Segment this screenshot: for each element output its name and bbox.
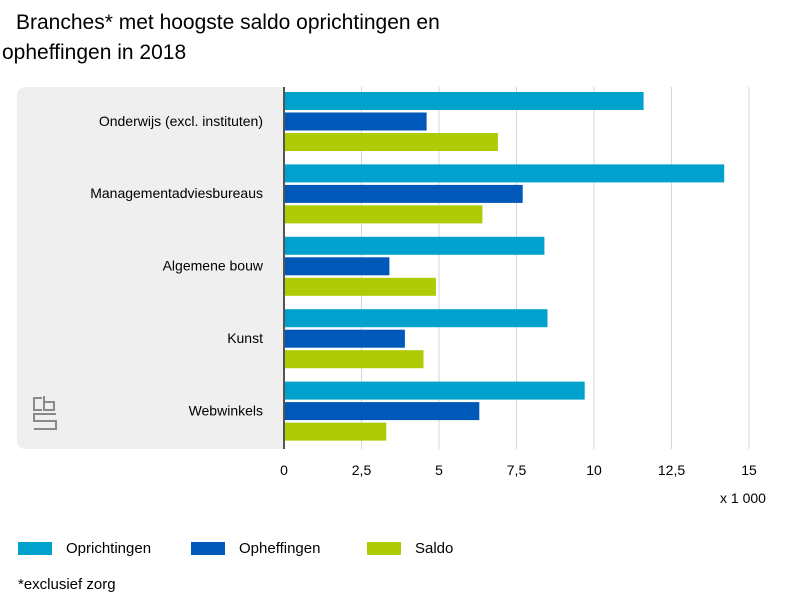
x-tick-label: 10 xyxy=(586,462,602,478)
chart-title: Branches* met hoogste saldo oprichtingen… xyxy=(2,8,562,68)
cbs-logo xyxy=(33,396,57,430)
x-tick-label: 7,5 xyxy=(507,462,527,478)
legend: Oprichtingen Opheffingen Saldo xyxy=(18,540,453,557)
category-label: Kunst xyxy=(227,330,263,346)
bar-saldo-0 xyxy=(284,133,498,151)
bar-opheffingen-4 xyxy=(284,402,480,421)
x-tick-label: 2,5 xyxy=(352,462,372,478)
bar-saldo-4 xyxy=(284,422,387,441)
legend-swatch-opheffingen xyxy=(191,542,225,555)
legend-swatch-saldo xyxy=(367,542,401,555)
legend-swatch-oprichtingen xyxy=(18,542,52,555)
x-tick-label: 0 xyxy=(280,462,288,478)
legend-label-saldo: Saldo xyxy=(415,540,454,557)
bar-oprichtingen-1 xyxy=(284,164,725,183)
bar-oprichtingen-4 xyxy=(284,381,585,400)
category-band-background xyxy=(17,87,284,449)
bar-chart: Onderwijs (excl. instituten) Managementad… xyxy=(17,87,757,478)
chart-title-line-2: opheffingen in 2018 xyxy=(2,41,187,64)
x-tick-label: 5 xyxy=(435,462,443,478)
bar-oprichtingen-2 xyxy=(284,236,545,255)
bar-opheffingen-1 xyxy=(284,184,523,203)
legend-item-saldo: Saldo xyxy=(367,540,453,557)
unit-multiplier-label: x 1 000 xyxy=(720,490,766,506)
legend-label-oprichtingen: Oprichtingen xyxy=(66,540,152,557)
bar-saldo-1 xyxy=(284,205,483,224)
x-tick-label: 15 xyxy=(741,462,757,478)
x-tick-label: 12,5 xyxy=(658,462,685,478)
category-band-background-edge xyxy=(274,87,284,449)
legend-label-opheffingen: Opheffingen xyxy=(239,540,321,557)
bar-opheffingen-2 xyxy=(284,257,390,276)
legend-item-opheffingen: Opheffingen xyxy=(191,540,367,557)
footnote: *exclusief zorg xyxy=(18,576,116,593)
category-label: Webwinkels xyxy=(189,402,263,418)
category-label: Onderwijs (excl. instituten) xyxy=(99,113,263,129)
bar-opheffingen-0 xyxy=(284,112,427,131)
chart-title-line-1: Branches* met hoogste saldo oprichtingen… xyxy=(16,11,440,34)
bar-saldo-3 xyxy=(284,350,424,369)
category-label: Algemene bouw xyxy=(163,258,264,274)
bar-oprichtingen-0 xyxy=(284,92,644,110)
bar-opheffingen-3 xyxy=(284,329,405,348)
bar-saldo-2 xyxy=(284,277,436,296)
category-label: Managementadviesbureaus xyxy=(90,185,263,201)
bar-oprichtingen-3 xyxy=(284,309,548,328)
legend-item-oprichtingen: Oprichtingen xyxy=(18,540,191,557)
